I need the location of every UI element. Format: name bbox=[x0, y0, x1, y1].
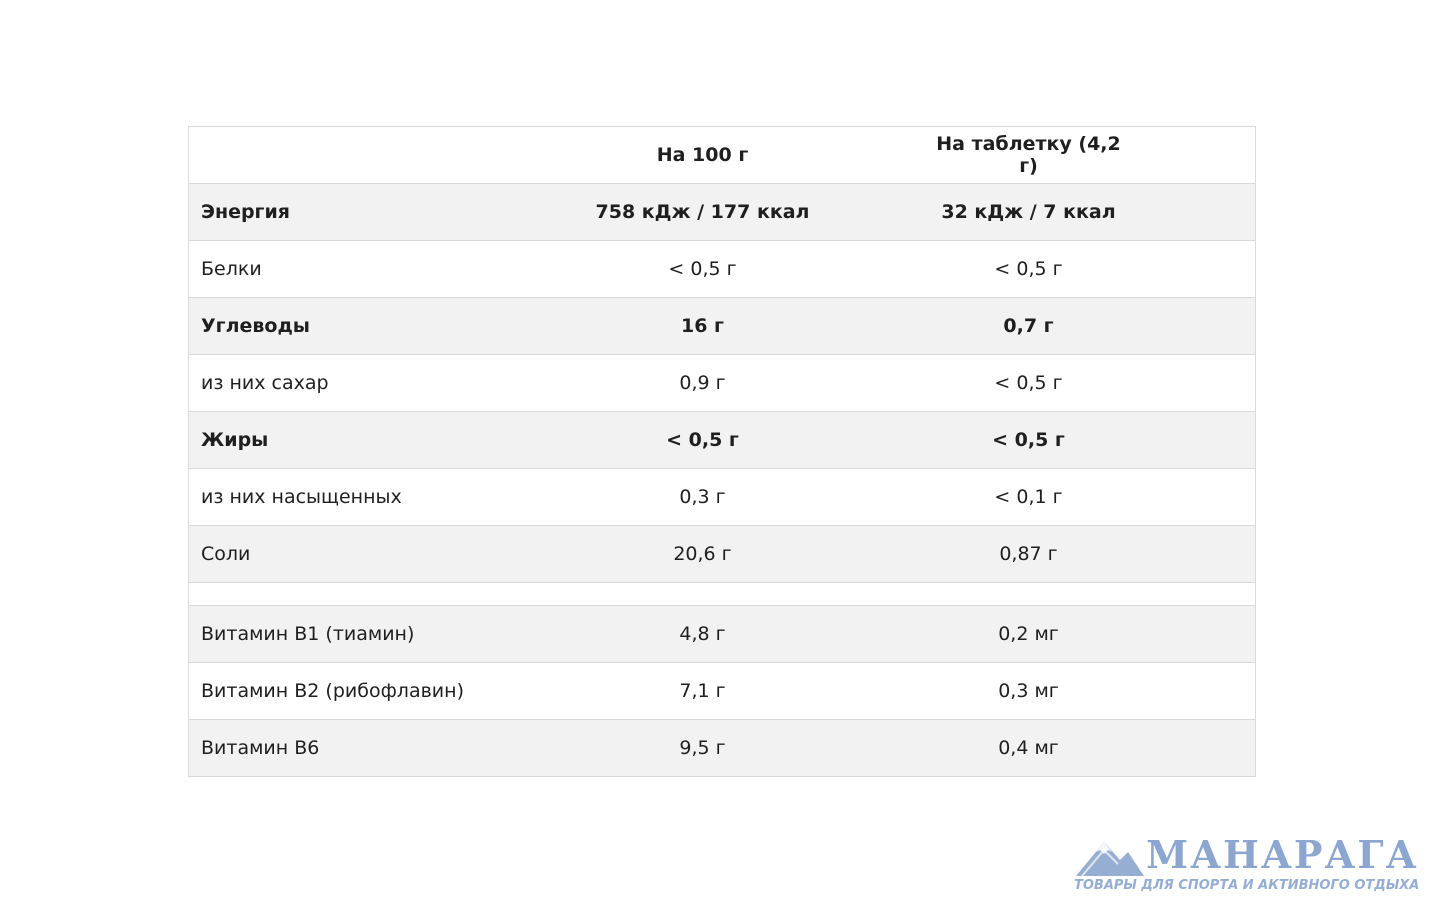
row-per-tablet-value: 0,3 мг bbox=[998, 680, 1059, 702]
spacer-cell bbox=[816, 582, 1256, 606]
row-per-tablet-value: 0,4 мг bbox=[998, 737, 1059, 759]
table-spacer-row bbox=[188, 582, 1256, 606]
row-name: из них сахар bbox=[188, 354, 589, 412]
row-per-100g: 0,3 г bbox=[588, 468, 817, 526]
row-name: из них насыщенных bbox=[188, 468, 589, 526]
mountain-logo-icon bbox=[1076, 842, 1144, 877]
table-row-carbohydrates: Углеводы 16 г 0,7 г bbox=[188, 297, 1256, 355]
row-per-100g: 20,6 г bbox=[588, 525, 817, 583]
row-name: Жиры bbox=[188, 411, 589, 469]
row-name: Витамин B1 (тиамин) bbox=[188, 605, 589, 663]
row-per-tablet: < 0,1 г bbox=[816, 468, 1256, 526]
row-per-tablet: 0,2 мг bbox=[816, 605, 1256, 663]
row-name: Белки bbox=[188, 240, 589, 298]
header-per-tablet: На таблетку (4,2 г) bbox=[816, 126, 1256, 184]
row-per-tablet-value: 0,2 мг bbox=[998, 623, 1059, 645]
row-per-100g: 0,9 г bbox=[588, 354, 817, 412]
table-row-sugar: из них сахар 0,9 г < 0,5 г bbox=[188, 354, 1256, 412]
spacer-cell bbox=[588, 582, 817, 606]
table-header-row: На 100 г На таблетку (4,2 г) bbox=[188, 126, 1256, 184]
table-row-salt: Соли 20,6 г 0,87 г bbox=[188, 525, 1256, 583]
table-row-energy: Энергия 758 кДж / 177 ккал 32 кДж / 7 кк… bbox=[188, 183, 1256, 241]
row-per-tablet-value: 32 кДж / 7 ккал bbox=[941, 201, 1116, 223]
row-per-tablet-value: < 0,5 г bbox=[992, 429, 1065, 451]
header-name-cell bbox=[188, 126, 589, 184]
table-row-saturated: из них насыщенных 0,3 г < 0,1 г bbox=[188, 468, 1256, 526]
nutrition-table: На 100 г На таблетку (4,2 г) Энергия 758… bbox=[188, 126, 1256, 777]
watermark-slogan: ТОВАРЫ ДЛЯ СПОРТА И АКТИВНОГО ОТДЫХА bbox=[1074, 878, 1420, 893]
table-row-protein: Белки < 0,5 г < 0,5 г bbox=[188, 240, 1256, 298]
row-name: Витамин B2 (рибофлавин) bbox=[188, 662, 589, 720]
row-per-100g: 16 г bbox=[588, 297, 817, 355]
row-per-tablet-value: < 0,5 г bbox=[994, 372, 1063, 394]
row-per-100g: 4,8 г bbox=[588, 605, 817, 663]
row-per-100g: 758 кДж / 177 ккал bbox=[588, 183, 817, 241]
table-row-vitamin-b2: Витамин B2 (рибофлавин) 7,1 г 0,3 мг bbox=[188, 662, 1256, 720]
header-per-100g: На 100 г bbox=[588, 126, 817, 184]
row-per-tablet: 0,3 мг bbox=[816, 662, 1256, 720]
row-name: Углеводы bbox=[188, 297, 589, 355]
header-per-tablet-label: На таблетку (4,2 г) bbox=[936, 133, 1121, 177]
row-per-100g: 9,5 г bbox=[588, 719, 817, 777]
row-per-tablet: 0,4 мг bbox=[816, 719, 1256, 777]
row-per-tablet-value: < 0,5 г bbox=[994, 258, 1063, 280]
row-per-tablet: 0,87 г bbox=[816, 525, 1256, 583]
table-row-vitamin-b1: Витамин B1 (тиамин) 4,8 г 0,2 мг bbox=[188, 605, 1256, 663]
table-row-fat: Жиры < 0,5 г < 0,5 г bbox=[188, 411, 1256, 469]
watermark-brand: МАНАРАГА bbox=[1146, 832, 1419, 877]
row-per-tablet: < 0,5 г bbox=[816, 354, 1256, 412]
row-per-100g: < 0,5 г bbox=[588, 240, 817, 298]
table-row-vitamin-b6: Витамин B6 9,5 г 0,4 мг bbox=[188, 719, 1256, 777]
row-name: Энергия bbox=[188, 183, 589, 241]
row-per-100g: < 0,5 г bbox=[588, 411, 817, 469]
row-per-tablet-value: 0,87 г bbox=[999, 543, 1058, 565]
row-per-tablet: 32 кДж / 7 ккал bbox=[816, 183, 1256, 241]
row-per-tablet: 0,7 г bbox=[816, 297, 1256, 355]
row-name: Соли bbox=[188, 525, 589, 583]
row-name: Витамин B6 bbox=[188, 719, 589, 777]
spacer-cell bbox=[188, 582, 589, 606]
watermark-logo: МАНАРАГА ТОВАРЫ ДЛЯ СПОРТА И АКТИВНОГО О… bbox=[1074, 832, 1436, 896]
row-per-tablet: < 0,5 г bbox=[816, 411, 1256, 469]
row-per-tablet-value: < 0,1 г bbox=[994, 486, 1063, 508]
row-per-100g: 7,1 г bbox=[588, 662, 817, 720]
row-per-tablet: < 0,5 г bbox=[816, 240, 1256, 298]
row-per-tablet-value: 0,7 г bbox=[1003, 315, 1054, 337]
